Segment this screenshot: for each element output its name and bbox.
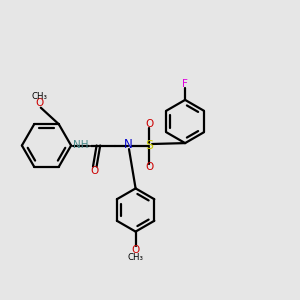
- Text: NH: NH: [73, 140, 88, 150]
- Text: O: O: [35, 98, 44, 109]
- Text: O: O: [131, 245, 140, 255]
- Text: O: O: [145, 162, 153, 172]
- Text: O: O: [145, 118, 153, 129]
- Text: F: F: [182, 79, 188, 89]
- Text: N: N: [124, 138, 133, 152]
- Text: CH₃: CH₃: [128, 253, 144, 262]
- Text: S: S: [146, 139, 153, 152]
- Text: CH₃: CH₃: [31, 92, 47, 101]
- Text: O: O: [91, 166, 99, 176]
